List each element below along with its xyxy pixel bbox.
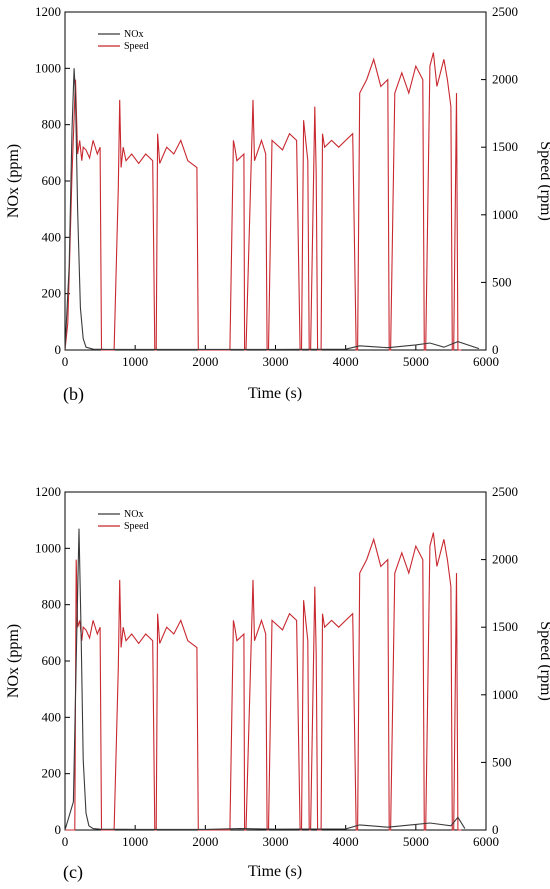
x-tick-label: 6000 [473,834,499,849]
y2-tick-label: 2500 [492,4,518,19]
x-axis-label: Time (s) [248,863,302,880]
x-tick-label: 0 [62,834,69,849]
x-tick-labels: 0 1000 2000 3000 4000 5000 6000 [62,354,499,369]
x-tick-label: 2000 [192,834,218,849]
y2-tick-label: 1500 [492,619,518,634]
y2-tick-label: 2000 [492,552,518,567]
x-tick-label: 0 [62,354,69,369]
x-tick-label: 1000 [122,354,148,369]
legend-label-speed: Speed [124,521,148,532]
chart-panel-b: 0 1000 2000 3000 4000 5000 6000 02004006008001… [5,4,550,405]
y2-tick-label: 500 [492,754,512,769]
x-tick-label: 5000 [403,834,429,849]
x-axis-label: Time (s) [248,385,302,402]
series-nox-line [64,68,480,351]
y2-tick-labels: 0 500 1000 1500 2000 2500 [492,484,518,837]
y2-tick-label: 1500 [492,139,518,154]
y2-tick-labels: 0 500 1000 1500 2000 2500 [492,4,518,357]
y2-axis-label: Speed (rpm) [537,141,550,221]
x-tick-label: 3000 [263,834,289,849]
x-tick-label: 2000 [192,354,218,369]
legend-label-nox: NOx [124,29,143,40]
series-nox-line [64,528,466,831]
y-tick-label: 0 [55,822,62,837]
y2-tick-label: 1000 [492,687,518,702]
y-tick-label: 200 [42,286,62,301]
y-tick-labels: 0 200 400 600 800 1000 1200 [35,4,61,357]
y-axis-label: NOx (ppm) [5,624,22,698]
y-tick-label: 600 [42,173,62,188]
x-tick-label: 6000 [473,354,499,369]
x-tick-label: 4000 [333,834,359,849]
y2-axis-label: Speed (rpm) [537,621,550,701]
y-tick-label: 1200 [35,4,61,19]
x-tick-label: 1000 [122,834,148,849]
y2-tick-label: 0 [492,342,499,357]
x-tick-labels: 0 1000 2000 3000 4000 5000 6000 [62,834,499,849]
x-tick-label: 4000 [333,354,359,369]
y-tick-label: 200 [42,766,62,781]
y-tick-label: 0 [55,342,62,357]
panel-label: (c) [63,862,83,883]
x-tick-label: 5000 [403,354,429,369]
x-tick-label: 3000 [263,354,289,369]
y2-tick-label: 2000 [492,72,518,87]
legend-label-speed: Speed [124,41,148,52]
y-tick-label: 1200 [35,484,61,499]
series-speed-line [65,532,462,831]
panel-label: (b) [63,384,84,405]
y-tick-label: 400 [42,709,62,724]
series-speed-line [64,52,462,351]
y2-tick-label: 1000 [492,207,518,222]
y2-tick-label: 0 [492,822,499,837]
y-tick-label: 800 [42,597,62,612]
y-tick-label: 400 [42,229,62,244]
y2-tick-label: 2500 [492,484,518,499]
chart-panel-c: 0 1000 2000 3000 4000 5000 6000 02004006008001… [5,484,550,883]
y-axis-label: NOx (ppm) [5,144,22,218]
y-tick-label: 800 [42,117,62,132]
legend-label-nox: NOx [124,509,143,520]
y-tick-label: 600 [42,653,62,668]
y-tick-label: 1000 [35,540,61,555]
y2-tick-label: 500 [492,274,512,289]
y-tick-labels: 0 200 400 600 800 1000 1200 [35,484,61,837]
y-tick-label: 1000 [35,60,61,75]
